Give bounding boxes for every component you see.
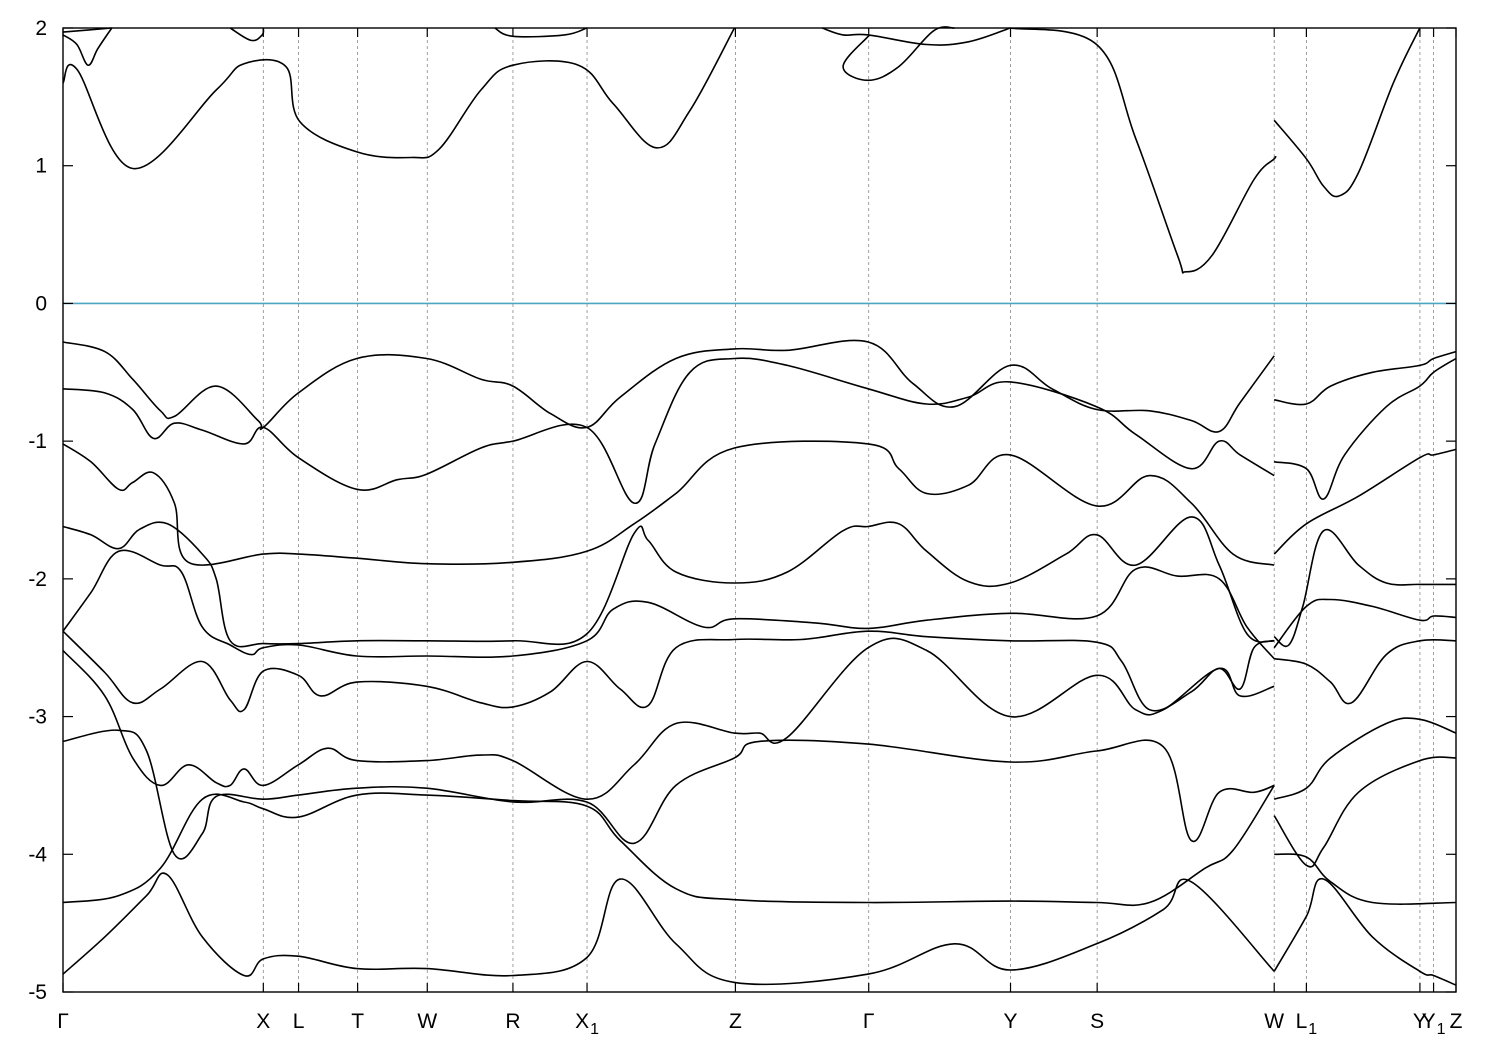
x-tick-label: L [293, 1010, 305, 1033]
x-tick-label: W [1264, 1010, 1284, 1033]
band-line-7 [1010, 27, 1277, 274]
y-tick-label: 0 [35, 292, 47, 315]
x-tick-label: Γ [57, 1010, 69, 1033]
band-line-19 [62, 549, 1275, 660]
band-line-4 [494, 27, 588, 38]
band-line-27 [1273, 448, 1457, 555]
band-line-16 [62, 357, 1275, 504]
band-line-29 [1273, 598, 1457, 649]
x-tick-label: Z [729, 1010, 742, 1033]
x-tick-label: W [417, 1010, 437, 1033]
x-tick-label: S [1090, 1010, 1104, 1033]
y-tick-label: -5 [28, 981, 47, 1004]
band-line-0 [62, 27, 736, 170]
band-line-33 [1274, 853, 1457, 905]
x-tick-subscript: 1 [1437, 1021, 1446, 1038]
band-line-31 [1273, 717, 1457, 800]
band-line-24 [62, 872, 1275, 986]
band-line-21 [62, 637, 1275, 801]
x-tick-subscript: 1 [1308, 1021, 1317, 1038]
x-tick-label: Z [1450, 1010, 1463, 1033]
band-line-15 [62, 339, 1275, 433]
x-tick-label: Γ [863, 1010, 875, 1033]
plot-frame [62, 27, 1457, 993]
band-line-34 [1273, 878, 1457, 986]
x-tick-label: Y1 [1422, 1010, 1446, 1038]
x-tick-label: Y [1413, 1010, 1427, 1033]
band-line-26 [1274, 357, 1457, 500]
band-line-32 [1273, 756, 1457, 868]
y-tick-label: -2 [28, 568, 47, 591]
band-line-28 [1273, 528, 1457, 648]
y-tick-label: 1 [35, 155, 47, 178]
band-line-23 [62, 784, 1275, 907]
band-line-20 [62, 630, 1275, 713]
x-tick-label: X1 [575, 1010, 599, 1038]
x-tick-label: L1 [1296, 1010, 1318, 1038]
band-line-22 [62, 729, 1275, 860]
band-line-6 [842, 26, 955, 82]
y-tick-label: -3 [28, 706, 47, 729]
x-tick-label: R [505, 1010, 520, 1033]
band-line-17 [62, 440, 1275, 566]
band-series-group [62, 26, 1457, 986]
x-tick-label: Y [1004, 1010, 1018, 1033]
band-line-5 [821, 27, 1011, 46]
y-tick-label: -4 [28, 843, 47, 866]
band-line-25 [1274, 350, 1457, 406]
band-line-14 [1273, 27, 1421, 198]
x-axis-ticks: Γ X L T W R X1 Z Γ Y S W L1 YY1 Z [57, 28, 1463, 1038]
y-axis-ticks: -5 -4 -3 -2 -1 0 1 2 [28, 17, 1456, 1004]
band-line-18 [62, 516, 1275, 648]
x-tick-label: X [256, 1010, 270, 1033]
x-tick-label: T [351, 1010, 364, 1033]
kpoint-grid-lines [262, 28, 1434, 992]
band-line-1 [62, 27, 113, 66]
band-line-30 [1274, 638, 1457, 705]
x-tick-subscript: 1 [590, 1021, 599, 1038]
y-tick-label: -1 [28, 430, 47, 453]
band-line-3 [229, 27, 265, 42]
y-tick-label: 2 [35, 17, 47, 40]
